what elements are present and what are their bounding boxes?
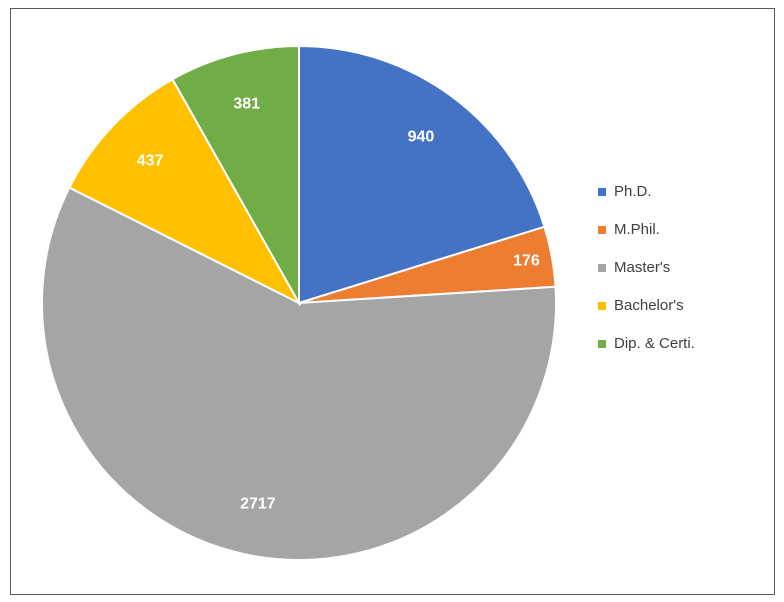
- legend-label: Bachelor's: [614, 297, 684, 314]
- legend-swatch: [598, 226, 606, 234]
- legend-label: Ph.D.: [614, 183, 652, 200]
- legend-swatch: [598, 302, 606, 310]
- data-label: 176: [513, 252, 540, 269]
- legend-swatch: [598, 264, 606, 272]
- legend-swatch: [598, 340, 606, 348]
- pie-slice: [68, 77, 302, 306]
- legend-label: Dip. & Certi.: [614, 335, 695, 352]
- data-label: 381: [233, 95, 260, 112]
- data-label: 940: [408, 129, 435, 146]
- legend-label: M.Phil.: [614, 221, 660, 238]
- pie-slice: [171, 44, 300, 307]
- legend-swatch: [598, 188, 606, 196]
- data-label: 437: [137, 152, 164, 169]
- legend-label: Master's: [614, 259, 670, 276]
- pie-slice: [41, 186, 557, 561]
- data-label: 2717: [240, 496, 276, 513]
- pie-slice: [298, 44, 546, 305]
